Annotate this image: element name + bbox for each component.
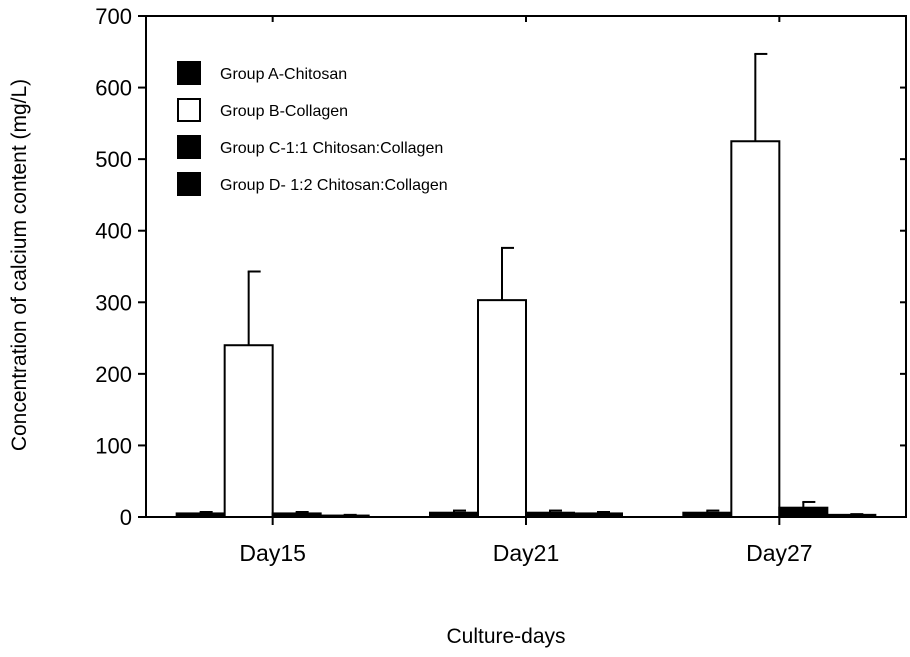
bar (271, 512, 322, 519)
bars (175, 52, 877, 519)
y-tick-label: 200 (95, 362, 132, 387)
y-tick-label: 500 (95, 147, 132, 172)
bar (778, 506, 829, 518)
x-tick-label: Day27 (746, 540, 812, 566)
axes: 0 100 200 300 400 500 600 700 Day15 Day21 Day27 (95, 4, 907, 566)
y-axis-title: Concentration of calcium content (mg/L) (8, 79, 31, 451)
y-tick-label: 400 (95, 219, 132, 244)
y-tick-label: 300 (95, 290, 132, 315)
bar (573, 512, 623, 519)
legend: Group A-Chitosan Group B-Collagen Group C-… (177, 61, 448, 196)
bar (223, 344, 274, 518)
x-tick-label: Day15 (239, 540, 305, 566)
legend-swatch (177, 172, 201, 196)
bar (477, 299, 527, 519)
bar (826, 513, 877, 518)
legend-swatch (177, 98, 201, 122)
legend-label: Group C-1:1 Chitosan:Collagen (220, 140, 443, 157)
y-tick-label: 100 (95, 433, 132, 458)
legend-label: Group D- 1:2 Chitosan:Collagen (220, 177, 448, 194)
bar (525, 511, 575, 518)
y-tick-label: 0 (120, 505, 132, 530)
bar (682, 511, 733, 518)
x-tick-label: Day21 (493, 540, 559, 566)
bar (175, 512, 226, 519)
legend-label: Group A-Chitosan (220, 66, 347, 83)
legend-label: Group B-Collagen (220, 103, 348, 120)
legend-swatch (177, 61, 201, 85)
x-axis-title: Culture-days (446, 625, 565, 648)
y-tick-label: 700 (95, 4, 132, 29)
y-tick-label: 600 (95, 76, 132, 101)
bar (730, 140, 781, 518)
legend-swatch (177, 135, 201, 159)
bar (429, 511, 479, 518)
